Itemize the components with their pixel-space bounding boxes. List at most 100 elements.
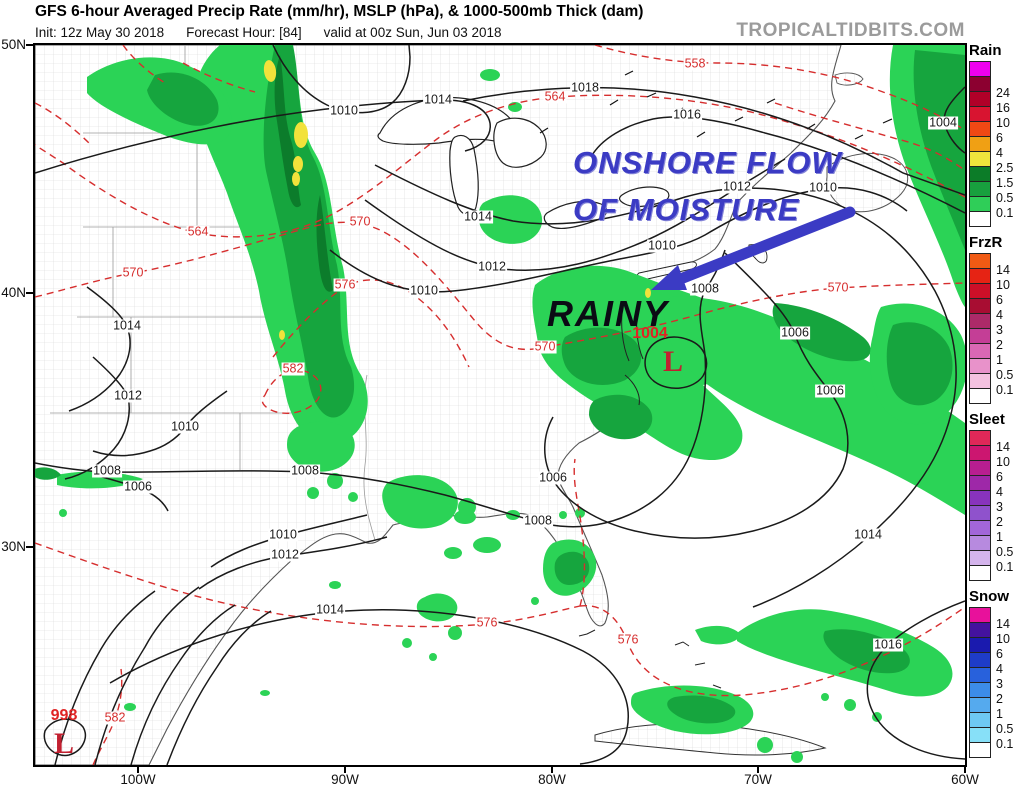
legend-box-label: 10 [996, 632, 1010, 646]
legend-color-box [969, 373, 991, 389]
legend-color-box [969, 76, 991, 92]
rain-scale-title: Rain [969, 42, 1002, 59]
forecast-hour: Forecast Hour: [84] [186, 25, 302, 40]
lat-tick [26, 44, 34, 46]
legend-color-box [969, 682, 991, 698]
frzr-scale: FrzR 14 10 6 4 3 2 1 0.5 0.1 [969, 234, 1024, 404]
legend-box-label: 2.5 [996, 161, 1014, 175]
legend-color-box [969, 607, 991, 623]
legend-box-row: 24 [969, 76, 1010, 100]
legend-box-row: 14 [969, 430, 1010, 454]
legend-color-box [969, 505, 991, 521]
lat-label: 50N [1, 37, 26, 52]
legend-color-box [969, 712, 991, 728]
valid-time: valid at 00z Sun, Jun 03 2018 [323, 25, 502, 40]
legend-color-box [969, 298, 991, 314]
legend-color-box [969, 388, 991, 404]
legend-color-box [969, 136, 991, 152]
snow-scale: Snow 14 10 6 4 3 2 1 0.5 0.1 [969, 588, 1024, 758]
legend-box-row: 2 [969, 328, 1003, 352]
legend-color-box [969, 697, 991, 713]
legend-box-label: 0.5 [996, 722, 1014, 736]
legend-box-label: 4 [996, 662, 1003, 676]
legend-box-row: 0.1 [969, 550, 1013, 574]
legend-box-row: 3 [969, 313, 1003, 337]
snow-scale-title: Snow [969, 588, 1009, 605]
legend-box-row: 3 [969, 490, 1003, 514]
lon-label: 60W [951, 772, 979, 786]
legend-box-label: 3 [996, 500, 1003, 514]
rain-scale: Rain 24 16 10 6 4 2.5 1.5 0.5 0.1 [969, 42, 1024, 227]
legend-box-row: 0.5 [969, 535, 1013, 559]
legend-box-row: 0.5 [969, 358, 1013, 382]
lat-label: 40N [1, 285, 26, 300]
legend-box-label: 6 [996, 293, 1003, 307]
legend-color-box [969, 475, 991, 491]
legend-box-label: 0.1 [996, 206, 1014, 220]
legend-box-row [969, 388, 991, 404]
legend-box-row: 4 [969, 475, 1003, 499]
legend-box-label: 10 [996, 116, 1010, 130]
lon-tick [344, 767, 346, 773]
precip-shading [35, 45, 965, 763]
legend-color-box [969, 637, 991, 653]
legend-box-row: 14 [969, 253, 1010, 277]
legend-color-box [969, 343, 991, 359]
legend-box-row [969, 211, 991, 227]
legend-box-row: 1.5 [969, 166, 1013, 190]
legend-color-box [969, 61, 991, 77]
legend-color-box [969, 460, 991, 476]
sleet-scale-title: Sleet [969, 411, 1005, 428]
sleet-scale: Sleet 14 10 6 4 3 2 1 0.5 0.1 [969, 411, 1024, 581]
legend-box-row: 16 [969, 91, 1010, 115]
legend-box-label: 1.5 [996, 176, 1014, 190]
legend-box-row: 6 [969, 637, 1003, 661]
legend-box-label: 0.1 [996, 560, 1014, 574]
legend-color-box [969, 211, 991, 227]
legend-box-row: 10 [969, 445, 1010, 469]
legend-box-label: 6 [996, 647, 1003, 661]
init-time: Init: 12z May 30 2018 [35, 25, 165, 40]
legend-box-row [969, 61, 991, 77]
legend-color-box [969, 520, 991, 536]
legend-color-box [969, 121, 991, 137]
legend-box-label: 6 [996, 470, 1003, 484]
lon-label: 90W [331, 772, 359, 786]
legend-box-row: 1 [969, 343, 1003, 367]
legend-color-box [969, 358, 991, 374]
legend-color-box [969, 181, 991, 197]
legend-color-box [969, 535, 991, 551]
precip-type-legend: Rain 24 16 10 6 4 2.5 1.5 0.5 0.1 FrzR 14 10 6 4 3 2 1 0.5… [969, 42, 1024, 765]
lat-tick [26, 292, 34, 294]
lon-tick [964, 767, 966, 773]
legend-box-row: 2.5 [969, 151, 1013, 175]
lon-tick [551, 767, 553, 773]
legend-color-box [969, 328, 991, 344]
legend-box-row: 4 [969, 298, 1003, 322]
legend-box-row: 1 [969, 697, 1003, 721]
frzr-scale-title: FrzR [969, 234, 1003, 251]
legend-box-label: 2 [996, 338, 1003, 352]
legend-color-box [969, 565, 991, 581]
legend-color-box [969, 151, 991, 167]
legend-color-box [969, 727, 991, 743]
legend-box-label: 2 [996, 692, 1003, 706]
legend-box-label: 0.1 [996, 737, 1014, 751]
legend-box-label: 14 [996, 263, 1010, 277]
legend-box-label: 1 [996, 707, 1003, 721]
bay-details [578, 302, 722, 689]
lon-tick [757, 767, 759, 773]
legend-box-label: 14 [996, 440, 1010, 454]
legend-box-label: 24 [996, 86, 1010, 100]
legend-color-box [969, 196, 991, 212]
legend-box-row: 6 [969, 121, 1003, 145]
legend-box-label: 14 [996, 617, 1010, 631]
legend-box-row: 0.5 [969, 712, 1013, 736]
lon-tick [137, 767, 139, 773]
legend-box-label: 4 [996, 308, 1003, 322]
legend-color-box [969, 490, 991, 506]
legend-color-box [969, 268, 991, 284]
heavy-precip-yellow [263, 60, 651, 340]
legend-color-box [969, 550, 991, 566]
